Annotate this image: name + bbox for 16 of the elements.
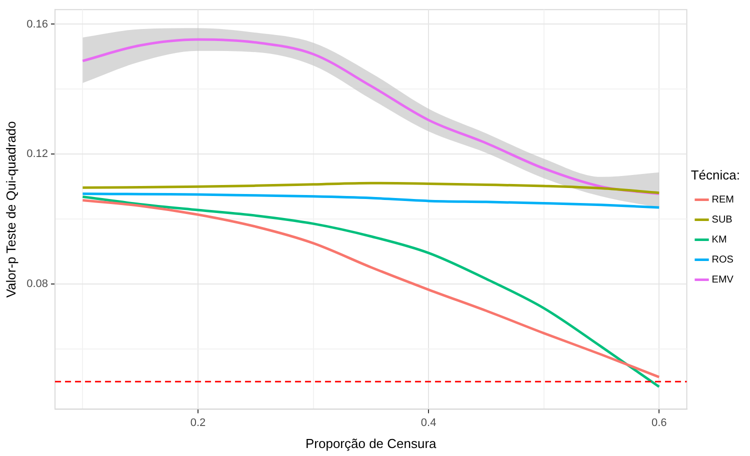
legend-title: Técnica:: [690, 167, 740, 182]
line-series: [81, 192, 660, 209]
y-tick-label: 0.16: [26, 18, 48, 30]
line-series: [81, 182, 660, 194]
legend-label: REM: [712, 194, 734, 206]
legend-label: ROS: [712, 254, 734, 266]
x-tick-label: 0.4: [420, 416, 436, 429]
x-tick-label: 0.6: [651, 416, 667, 429]
x-axis-title: Proporção de Censura: [305, 436, 438, 451]
legend-label: SUB: [712, 214, 733, 226]
x-tick-label: 0.2: [190, 416, 206, 429]
y-tick-label: 0.08: [26, 278, 48, 290]
y-tick-label: 0.12: [26, 148, 48, 160]
legend-label: EMV: [712, 274, 734, 286]
y-axis-title: Valor-p Teste de Qui-quadrado: [3, 121, 18, 298]
legend-label: KM: [712, 234, 727, 246]
